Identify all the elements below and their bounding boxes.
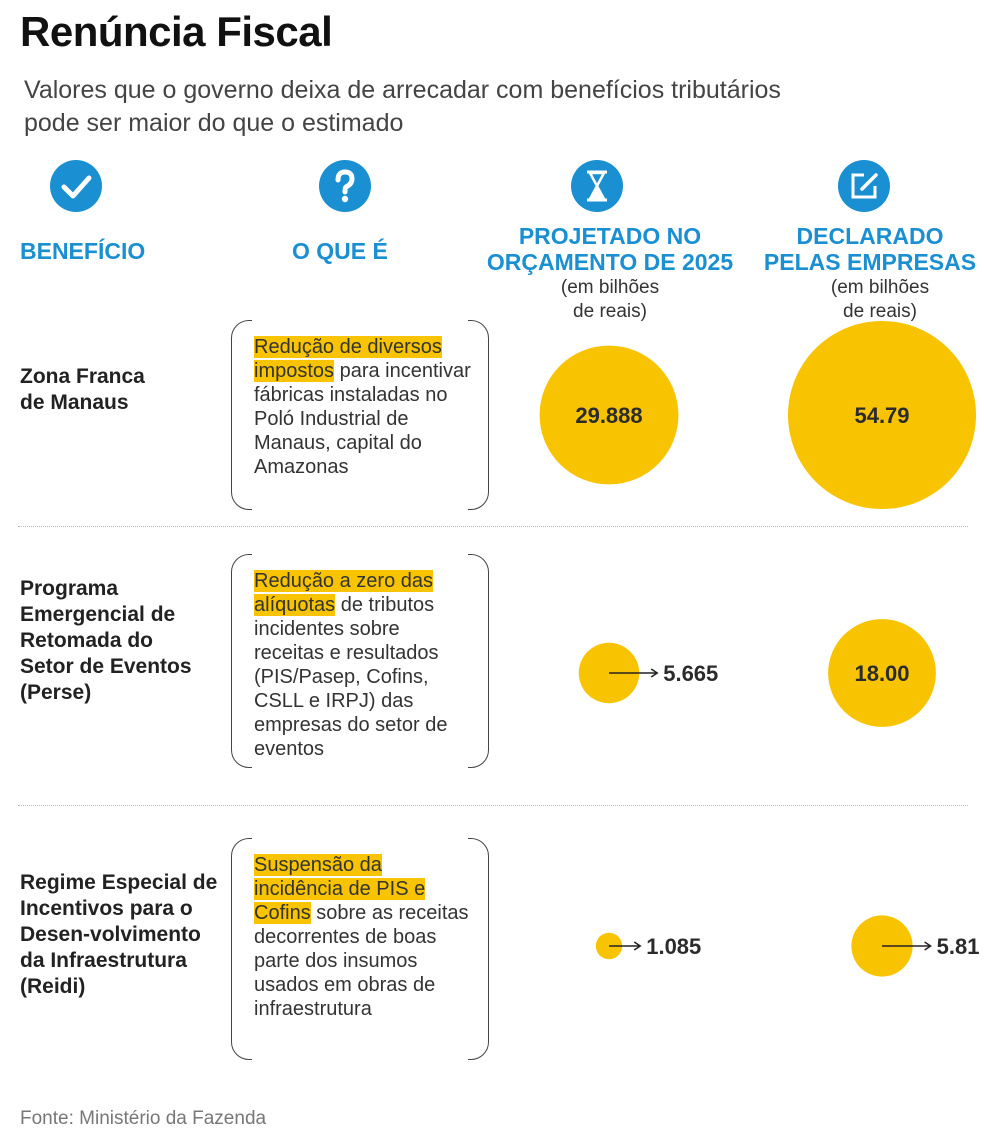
row-desc-perse: Redução a zero das alíquotas de tributos… <box>231 552 489 770</box>
bubble-label: 5.665 <box>663 661 718 686</box>
header-projetado-line1: PROJETADO NO <box>518 223 702 249</box>
projetado-unit-line1: (em bilhões <box>560 277 660 298</box>
bubble-label: 18.00 <box>854 661 909 686</box>
arrow-head <box>650 668 659 678</box>
bubble-label: 5.81 <box>937 934 980 959</box>
row-desc-reidi: Suspensão da incidência de PIS e Cofins … <box>231 836 489 1062</box>
row-desc-zfm: Redução de diversos impostos para incent… <box>231 318 489 512</box>
check-icon <box>50 160 102 212</box>
page-subtitle: Valores que o governo deixa de arrecadar… <box>24 76 781 137</box>
page-title: Renúncia Fiscal <box>20 8 333 55</box>
bubble-projetado-0 <box>539 345 679 485</box>
header-projetado-line2: ORÇAMENTO DE 2025 <box>486 249 734 275</box>
arrow-head <box>924 941 932 951</box>
header-declarado-line2: PELAS EMPRESAS <box>763 249 977 275</box>
row-name-reidi: Regime Especial de Incentivos para o Des… <box>20 871 218 998</box>
header-declarado: DECLARADO PELAS EMPRESAS <box>760 223 980 275</box>
declarado-unit: (em bilhões de reais) <box>775 276 984 324</box>
edit-icon <box>838 160 890 212</box>
projetado-unit-line2: de reais) <box>573 301 647 322</box>
hourglass-icon <box>571 160 623 212</box>
source-note: Fonte: Ministério da Fazenda <box>20 1108 267 1129</box>
row-name-zfm: Zona Franca de Manaus <box>20 365 145 414</box>
desc-text: de tributos incidentes sobre receitas e … <box>254 594 448 760</box>
projetado-unit: (em bilhões de reais) <box>500 276 720 324</box>
declarado-unit-line2: de reais) <box>843 301 917 322</box>
declarado-unit-line1: (em bilhões <box>830 277 930 298</box>
row-divider <box>18 805 968 806</box>
bubble-label: 54.79 <box>854 403 909 428</box>
desc-text: para incentivar fábricas instaladas no P… <box>254 360 471 478</box>
desc-text: sobre as receitas decorrentes de boas pa… <box>254 902 469 1020</box>
bubble-declarado-0 <box>788 321 976 509</box>
header-o-que-e: O QUE É <box>292 238 388 264</box>
arrow-head <box>633 941 642 951</box>
row-divider <box>18 526 968 527</box>
bubble-label: 1.085 <box>646 934 701 959</box>
bubble-label: 29.888 <box>575 403 642 428</box>
header-projetado: PROJETADO NO ORÇAMENTO DE 2025 <box>470 223 750 275</box>
row-name-perse: Programa Emergencial de Retomada do Seto… <box>20 577 192 704</box>
question-icon <box>319 160 371 212</box>
header-beneficio: BENEFÍCIO <box>20 238 146 264</box>
header-declarado-line1: DECLARADO <box>796 223 944 249</box>
bubble-declarado-1 <box>828 619 936 727</box>
